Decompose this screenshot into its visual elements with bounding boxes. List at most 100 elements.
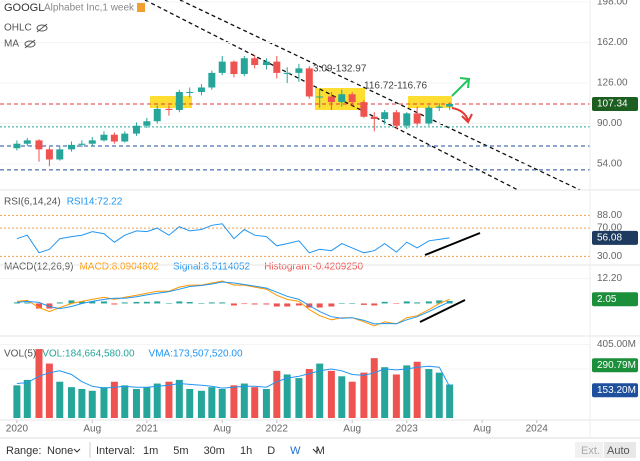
legend-title: RSI(6,14,24)	[4, 197, 61, 208]
y-tick-label: 126.00	[597, 78, 628, 89]
volume-bar	[316, 363, 324, 418]
volume-bar	[435, 372, 443, 418]
volume-bar	[186, 388, 194, 418]
interval-button[interactable]: 1m	[143, 445, 158, 457]
histogram-bar	[425, 301, 432, 304]
candle-body	[175, 91, 183, 110]
button[interactable]: Auto	[607, 445, 630, 457]
volume-bar	[338, 376, 346, 418]
y-tick-label: 198.00	[597, 0, 628, 8]
histogram-bar	[349, 303, 356, 304]
histogram-bar	[328, 303, 335, 307]
histogram-bar	[263, 303, 270, 305]
candle-body	[218, 61, 226, 73]
legend-entry: Signal:8.5114052	[173, 262, 251, 273]
y-tick-label: 54.00	[597, 159, 622, 170]
volume-bar	[218, 388, 226, 418]
indicator[interactable]: MA	[4, 39, 19, 50]
volume-bar	[370, 358, 378, 418]
volume-bar	[251, 387, 259, 418]
candle-body	[262, 61, 270, 66]
histogram-bar	[100, 301, 107, 304]
legend-title: VOL(5)	[4, 349, 36, 360]
candle-body	[78, 143, 86, 145]
button-bg	[575, 442, 603, 458]
histogram-bar	[338, 303, 345, 304]
interval-button[interactable]: 1h	[240, 445, 252, 457]
x-tick-label: Aug	[473, 424, 491, 435]
candle-body	[110, 134, 118, 142]
series-line	[16, 280, 450, 327]
histogram-bar	[121, 302, 128, 304]
candle-body	[403, 113, 411, 126]
price-tag-label: 2.05	[597, 294, 617, 305]
candle-body	[121, 133, 129, 142]
y-tick-label: 88.00	[597, 210, 622, 221]
histogram-bar	[393, 303, 400, 304]
histogram-bar	[273, 303, 280, 307]
legend-entry: VMA:173,507,520.00	[149, 349, 243, 360]
candle-body	[283, 72, 291, 74]
histogram-bar	[414, 302, 421, 304]
volume-bar	[262, 388, 270, 418]
interval-button[interactable]: 30m	[204, 445, 225, 457]
price-tag-label: 56.08	[597, 233, 622, 244]
up-arrow	[451, 77, 471, 97]
interval-button[interactable]: W	[290, 445, 301, 457]
volume-bar	[273, 370, 281, 418]
volume-bar	[143, 387, 151, 418]
series-line	[16, 365, 451, 389]
candle-body	[413, 113, 421, 124]
y-tick-label: 162.00	[597, 37, 628, 48]
x-tick-label: Aug	[213, 424, 231, 435]
volume-bar	[240, 383, 248, 418]
volume-bar	[175, 379, 183, 418]
candle-body	[348, 94, 356, 103]
x-tick-label: Aug	[83, 424, 101, 435]
button[interactable]: Ext.	[581, 445, 600, 457]
price-tag	[592, 358, 638, 373]
histogram-bar	[284, 303, 291, 307]
volume-bar	[403, 365, 411, 418]
symbol: GOOGL	[4, 2, 44, 14]
range-label: Range:	[6, 445, 41, 457]
interval-button[interactable]: D	[267, 445, 275, 457]
volume-bar	[110, 381, 118, 418]
candle-body	[208, 72, 216, 88]
price-tag	[592, 383, 638, 398]
candle-body	[186, 91, 194, 93]
volume-bar	[153, 383, 161, 418]
interval-button[interactable]: M	[316, 445, 325, 457]
volume-bar	[35, 349, 43, 418]
legend-entry: Histogram:-0.4209250	[264, 262, 363, 273]
volume-bar	[23, 379, 31, 418]
candle-body	[338, 94, 346, 103]
button-bg	[604, 442, 636, 458]
zone	[408, 96, 452, 108]
volume-bar	[425, 369, 433, 418]
candle-body	[425, 107, 433, 124]
histogram-bar	[111, 303, 118, 305]
candle-body	[45, 149, 53, 160]
series-line	[16, 281, 450, 325]
candle-body	[435, 106, 443, 108]
volume-bar	[88, 390, 96, 418]
candle-body	[251, 58, 259, 66]
volume-bar	[305, 369, 313, 418]
histogram-bar	[143, 301, 150, 304]
macd-trend	[419, 299, 466, 323]
histogram-bar	[230, 303, 237, 306]
candle-body	[273, 61, 281, 73]
candle-body	[240, 58, 248, 74]
x-tick-label: 2021	[136, 424, 159, 435]
candle-body	[230, 61, 238, 74]
indicator[interactable]: OHLC	[4, 23, 32, 34]
range-select[interactable]: None	[47, 445, 73, 457]
histogram-bar	[176, 301, 183, 304]
candle-body	[132, 125, 140, 134]
candle-body	[295, 68, 303, 73]
histogram-bar	[295, 303, 302, 306]
y-tick-label: 70.00	[597, 223, 622, 234]
histogram-bar	[360, 303, 367, 305]
interval-button[interactable]: 5m	[173, 445, 188, 457]
